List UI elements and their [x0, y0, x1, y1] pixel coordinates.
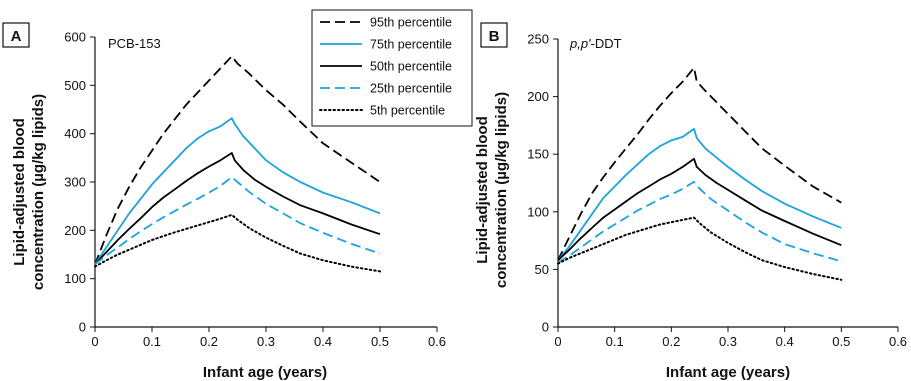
y-tick-label: 0 [542, 320, 549, 335]
panel-a: A PCB-153 Lipid-adjusted blood concentra… [2, 22, 446, 381]
panel-a-title: PCB-153 [108, 36, 161, 51]
x-tick-label: 0.6 [428, 334, 446, 349]
series-line-95th-percentile [94, 55, 381, 265]
panel-b-ylabel-line1: Lipid-adjusted blood [474, 116, 491, 263]
y-tick-label: 400 [64, 126, 86, 141]
x-tick-label: 0.5 [371, 334, 389, 349]
series-line-5th-percentile [557, 216, 843, 281]
panel-b-title-rest: -DDT [591, 36, 622, 51]
x-tick-label: 0 [554, 334, 561, 349]
panel-a-ticks: 0 0.1 0.2 0.3 0.4 0.5 0.6 0 100 200 300 400 500 600 [64, 30, 446, 350]
panel-b-title-italic: p,p′ [569, 36, 591, 51]
x-tick-label: 0.1 [606, 334, 624, 349]
legend-items: 95th percentile 75th percentile 50th perce… [319, 16, 452, 118]
x-tick-label: 0.1 [143, 334, 161, 349]
legend: 95th percentile 75th percentile 50th perce… [311, 9, 473, 127]
panel-a-ylabel-line1: Lipid-adjusted blood [11, 118, 28, 265]
legend-label: 75th percentile [370, 38, 452, 52]
series-line-25th-percentile [94, 176, 381, 265]
panel-b-axes [557, 39, 898, 328]
panel-b-xlabel: Infant age (years) [666, 364, 790, 381]
y-tick-label: 150 [527, 147, 549, 162]
y-tick-label: 100 [64, 271, 86, 286]
x-tick-label: 0 [91, 334, 98, 349]
panel-a-label: A [11, 28, 22, 45]
series-line-50th-percentile [557, 157, 842, 261]
series-line-25th-percentile [557, 180, 842, 264]
y-tick-label: 100 [527, 204, 549, 219]
y-tick-label: 200 [64, 223, 86, 238]
x-tick-label: 0.5 [832, 334, 850, 349]
panel-a-label-box [2, 22, 30, 48]
panel-a-xlabel: Infant age (years) [203, 364, 327, 381]
x-tick-label: 0.6 [889, 334, 907, 349]
y-tick-label: 500 [64, 78, 86, 93]
legend-label: 50th percentile [370, 60, 452, 74]
panel-b-series [557, 66, 843, 281]
x-tick-label: 0.3 [719, 334, 737, 349]
y-tick-label: 300 [64, 175, 86, 190]
panel-b-label: B [489, 28, 500, 45]
panel-a-series [94, 55, 381, 273]
y-tick-label: 50 [535, 262, 549, 277]
series-line-50th-percentile [94, 152, 381, 265]
y-tick-label: 600 [64, 30, 86, 45]
panel-b-title: p,p′-DDT [569, 36, 622, 51]
series-line-75th-percentile [557, 128, 842, 261]
legend-label: 95th percentile [370, 16, 452, 30]
x-tick-label: 0.4 [776, 334, 794, 349]
series-line-75th-percentile [94, 117, 381, 265]
y-tick-label: 200 [527, 89, 549, 104]
series-line-95th-percentile [557, 66, 842, 261]
x-tick-label: 0.3 [257, 334, 275, 349]
panel-b-ticks: 0 0.1 0.2 0.3 0.4 0.5 0.6 0 50 100 150 200 250 [527, 32, 907, 350]
panel-b-ylabel-line2: concentration (µg/kg lipids) [493, 92, 510, 288]
panel-a-ylabel-line2: concentration (µg/kg lipids) [30, 94, 47, 290]
legend-box [311, 9, 473, 127]
x-tick-label: 0.2 [200, 334, 218, 349]
series-line-5th-percentile [94, 213, 381, 273]
legend-label: 25th percentile [370, 82, 452, 96]
x-tick-label: 0.4 [314, 334, 332, 349]
legend-label: 5th percentile [370, 104, 445, 118]
panel-b-label-box [480, 22, 508, 48]
y-tick-label: 0 [79, 320, 86, 335]
y-tick-label: 250 [527, 32, 549, 47]
x-tick-label: 0.2 [662, 334, 680, 349]
panel-b: B p,p′-DDT Lipid-adjusted blood concentr… [474, 22, 907, 381]
